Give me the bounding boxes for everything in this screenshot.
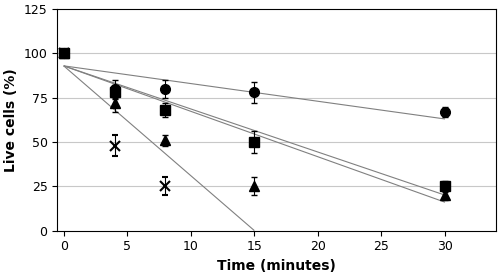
X-axis label: Time (minutes): Time (minutes) xyxy=(217,259,336,273)
Y-axis label: Live cells (%): Live cells (%) xyxy=(4,68,18,172)
